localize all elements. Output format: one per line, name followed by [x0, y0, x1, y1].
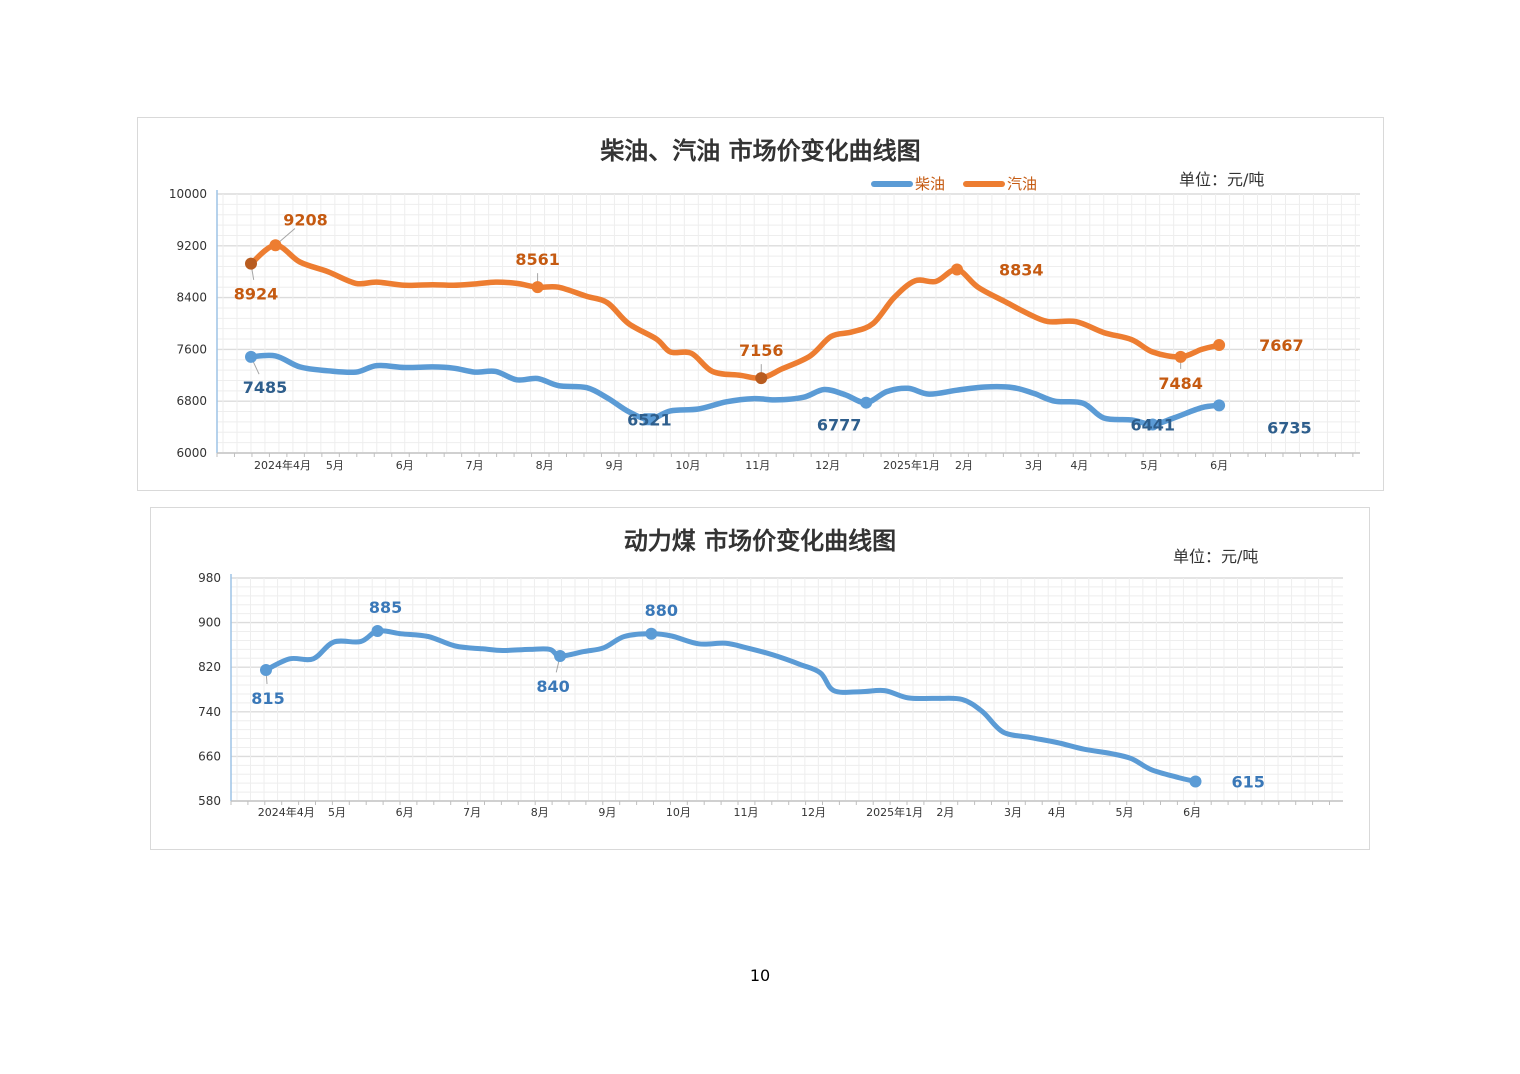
x-tick-label: 6月 — [396, 459, 414, 472]
x-tick-label: 10月 — [666, 806, 691, 819]
y-tick-label: 10000 — [169, 187, 207, 201]
fuel-line-chart: 6000 6800 7600 8400 9200 10000 2024年4月 5月 6月 7月 8月… — [169, 187, 1360, 472]
x-tick-label: 7月 — [466, 459, 484, 472]
data-label: 840 — [536, 677, 569, 696]
legend-label-gasoline: 汽油 — [1007, 175, 1038, 193]
x-tick-label: 7月 — [463, 806, 481, 819]
data-point-marker — [1189, 775, 1202, 788]
data-label: 9208 — [283, 210, 328, 229]
chart-title: 柴油、汽油 市场价变化曲线图 — [600, 137, 921, 165]
data-point-marker — [245, 350, 257, 363]
x-tick-label: 3月 — [1004, 806, 1022, 819]
x-tick-label: 8月 — [531, 806, 549, 819]
data-point-marker — [554, 650, 567, 663]
data-point-marker — [1213, 399, 1226, 412]
x-tick-label: 5月 — [1140, 459, 1158, 472]
y-tick-label: 580 — [198, 794, 221, 808]
x-tick-label: 12月 — [801, 806, 826, 819]
x-tick-label: 2月 — [955, 459, 973, 472]
series-line — [248, 242, 1222, 382]
x-tick-label: 12月 — [815, 459, 840, 472]
data-label: 7156 — [739, 341, 784, 360]
legend-label-diesel: 柴油 — [915, 175, 946, 193]
coal-line-chart: 580 660 740 820 900 980 2024年4月 5月 6月 7月 8月 9月 10月 11… — [198, 571, 1343, 819]
y-tick-label: 6800 — [176, 394, 207, 408]
data-point-marker — [1213, 339, 1226, 352]
data-point-marker — [643, 413, 656, 426]
chart-legend: 柴油 汽油 — [871, 173, 1037, 194]
data-label: 8924 — [234, 285, 279, 304]
x-tick-label: 6月 — [396, 806, 414, 819]
x-tick-label: 5月 — [328, 806, 346, 819]
series-line — [263, 628, 1198, 784]
data-label: 6441 — [1130, 415, 1175, 434]
data-label: 7485 — [243, 378, 288, 397]
chart-title: 动力煤 市场价变化曲线图 — [623, 527, 897, 555]
x-tick-label: 9月 — [605, 459, 623, 472]
x-tick-label: 9月 — [598, 806, 616, 819]
data-label: 7484 — [1158, 374, 1203, 393]
data-label: 6521 — [627, 410, 672, 429]
legend-item-gasoline: 汽油 — [963, 173, 1037, 194]
data-point-marker — [260, 663, 272, 676]
x-tick-label: 2025年1月 — [866, 805, 923, 819]
unit-label: 单位：元/吨 — [1173, 547, 1259, 566]
data-label: 6777 — [817, 416, 862, 435]
data-point-marker — [371, 624, 384, 637]
x-tick-label: 2月 — [936, 806, 954, 819]
unit-label: 单位：元/吨 — [1179, 170, 1265, 189]
x-tick-label: 6月 — [1210, 459, 1228, 472]
legend-item-diesel: 柴油 — [871, 173, 945, 194]
data-point-marker — [860, 396, 873, 409]
y-tick-label: 980 — [198, 571, 221, 585]
data-point-marker — [645, 627, 658, 640]
data-label: 880 — [645, 601, 678, 620]
data-label: 6735 — [1267, 418, 1312, 437]
x-tick-label: 5月 — [326, 459, 344, 472]
x-tick-label: 3月 — [1025, 459, 1043, 472]
page-number: 10 — [749, 966, 771, 985]
y-tick-label: 660 — [198, 749, 221, 763]
data-label: 8834 — [999, 260, 1044, 279]
legend-swatch-diesel — [871, 180, 913, 187]
y-tick-label: 6000 — [176, 446, 207, 460]
plot-grid — [231, 577, 1343, 802]
x-tick-label: 2024年4月 — [258, 805, 315, 819]
x-tick-label: 2025年1月 — [883, 458, 940, 472]
x-tick-label: 11月 — [745, 459, 770, 472]
x-tick-label: 8月 — [536, 459, 554, 472]
y-tick-label: 740 — [198, 705, 221, 719]
data-label: 885 — [369, 598, 402, 617]
data-point-marker — [269, 239, 282, 252]
data-point-marker — [950, 263, 963, 276]
data-point-marker — [245, 257, 257, 270]
y-tick-label: 9200 — [176, 239, 207, 253]
series-line — [248, 352, 1222, 428]
x-tick-label: 2024年4月 — [254, 458, 311, 472]
data-label: 615 — [1232, 772, 1265, 791]
x-tick-label: 6月 — [1183, 806, 1201, 819]
x-tick-label: 5月 — [1116, 806, 1134, 819]
legend-swatch-gasoline — [963, 180, 1006, 187]
y-tick-label: 900 — [198, 616, 221, 630]
data-point-marker — [531, 281, 544, 294]
data-point-marker — [1146, 418, 1159, 431]
y-tick-label: 7600 — [176, 342, 207, 356]
fuel-price-chart-panel: 柴油、汽油 市场价变化曲线图 柴油 汽油 单位：元/吨 6000 6800 7600… — [137, 117, 1384, 491]
y-tick-label: 820 — [198, 660, 221, 674]
data-label: 8561 — [515, 250, 560, 269]
x-tick-label: 11月 — [733, 806, 758, 819]
data-label: 7667 — [1259, 336, 1304, 355]
data-label: 815 — [251, 689, 284, 708]
x-tick-label: 4月 — [1070, 459, 1088, 472]
data-point-marker — [755, 372, 768, 385]
y-tick-label: 8400 — [176, 291, 207, 305]
data-point-marker — [1174, 350, 1187, 363]
x-tick-label: 4月 — [1048, 806, 1066, 819]
x-tick-label: 10月 — [675, 459, 700, 472]
coal-price-chart-panel: 动力煤 市场价变化曲线图 单位：元/吨 580 660 740 820 900 980 20… — [150, 507, 1370, 850]
